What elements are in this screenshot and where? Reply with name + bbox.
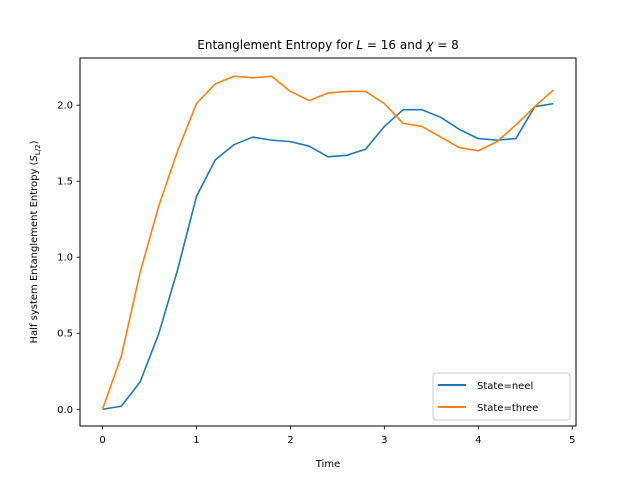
x-tick-label: 4 (475, 435, 481, 446)
series-line-neel (102, 102, 554, 411)
y-tick-label: 2.0 (57, 101, 73, 112)
legend: State=neel State=three (432, 372, 571, 421)
x-tick-label: 0 (99, 435, 105, 446)
legend-label-three: State=three (477, 403, 538, 414)
x-axis-ticks: 0 1 2 3 4 5 (99, 426, 575, 446)
y-tick-label: 1.0 (57, 253, 73, 264)
axes-frame (79, 57, 577, 427)
legend-label-neel: State=neel (477, 381, 533, 392)
series-line-three (101, 75, 554, 410)
legend-box (432, 372, 571, 421)
x-tick-label: 1 (193, 435, 199, 446)
x-tick-label: 5 (569, 435, 575, 446)
y-axis-label: Half system Entanglement Entropy (SL/2) (29, 140, 42, 343)
x-tick-label: 3 (381, 435, 387, 446)
plot-area (101, 75, 554, 411)
y-axis-ticks: 0.0 0.5 1.0 1.5 2.0 (57, 101, 80, 416)
y-tick-label: 0.5 (57, 329, 73, 340)
x-axis-label: Time (315, 459, 340, 470)
x-tick-label: 2 (287, 435, 293, 446)
chart-title: Entanglement Entropy for L = 16 and χ = … (197, 38, 458, 52)
y-tick-label: 0.0 (57, 405, 73, 416)
y-tick-label: 1.5 (57, 177, 73, 188)
